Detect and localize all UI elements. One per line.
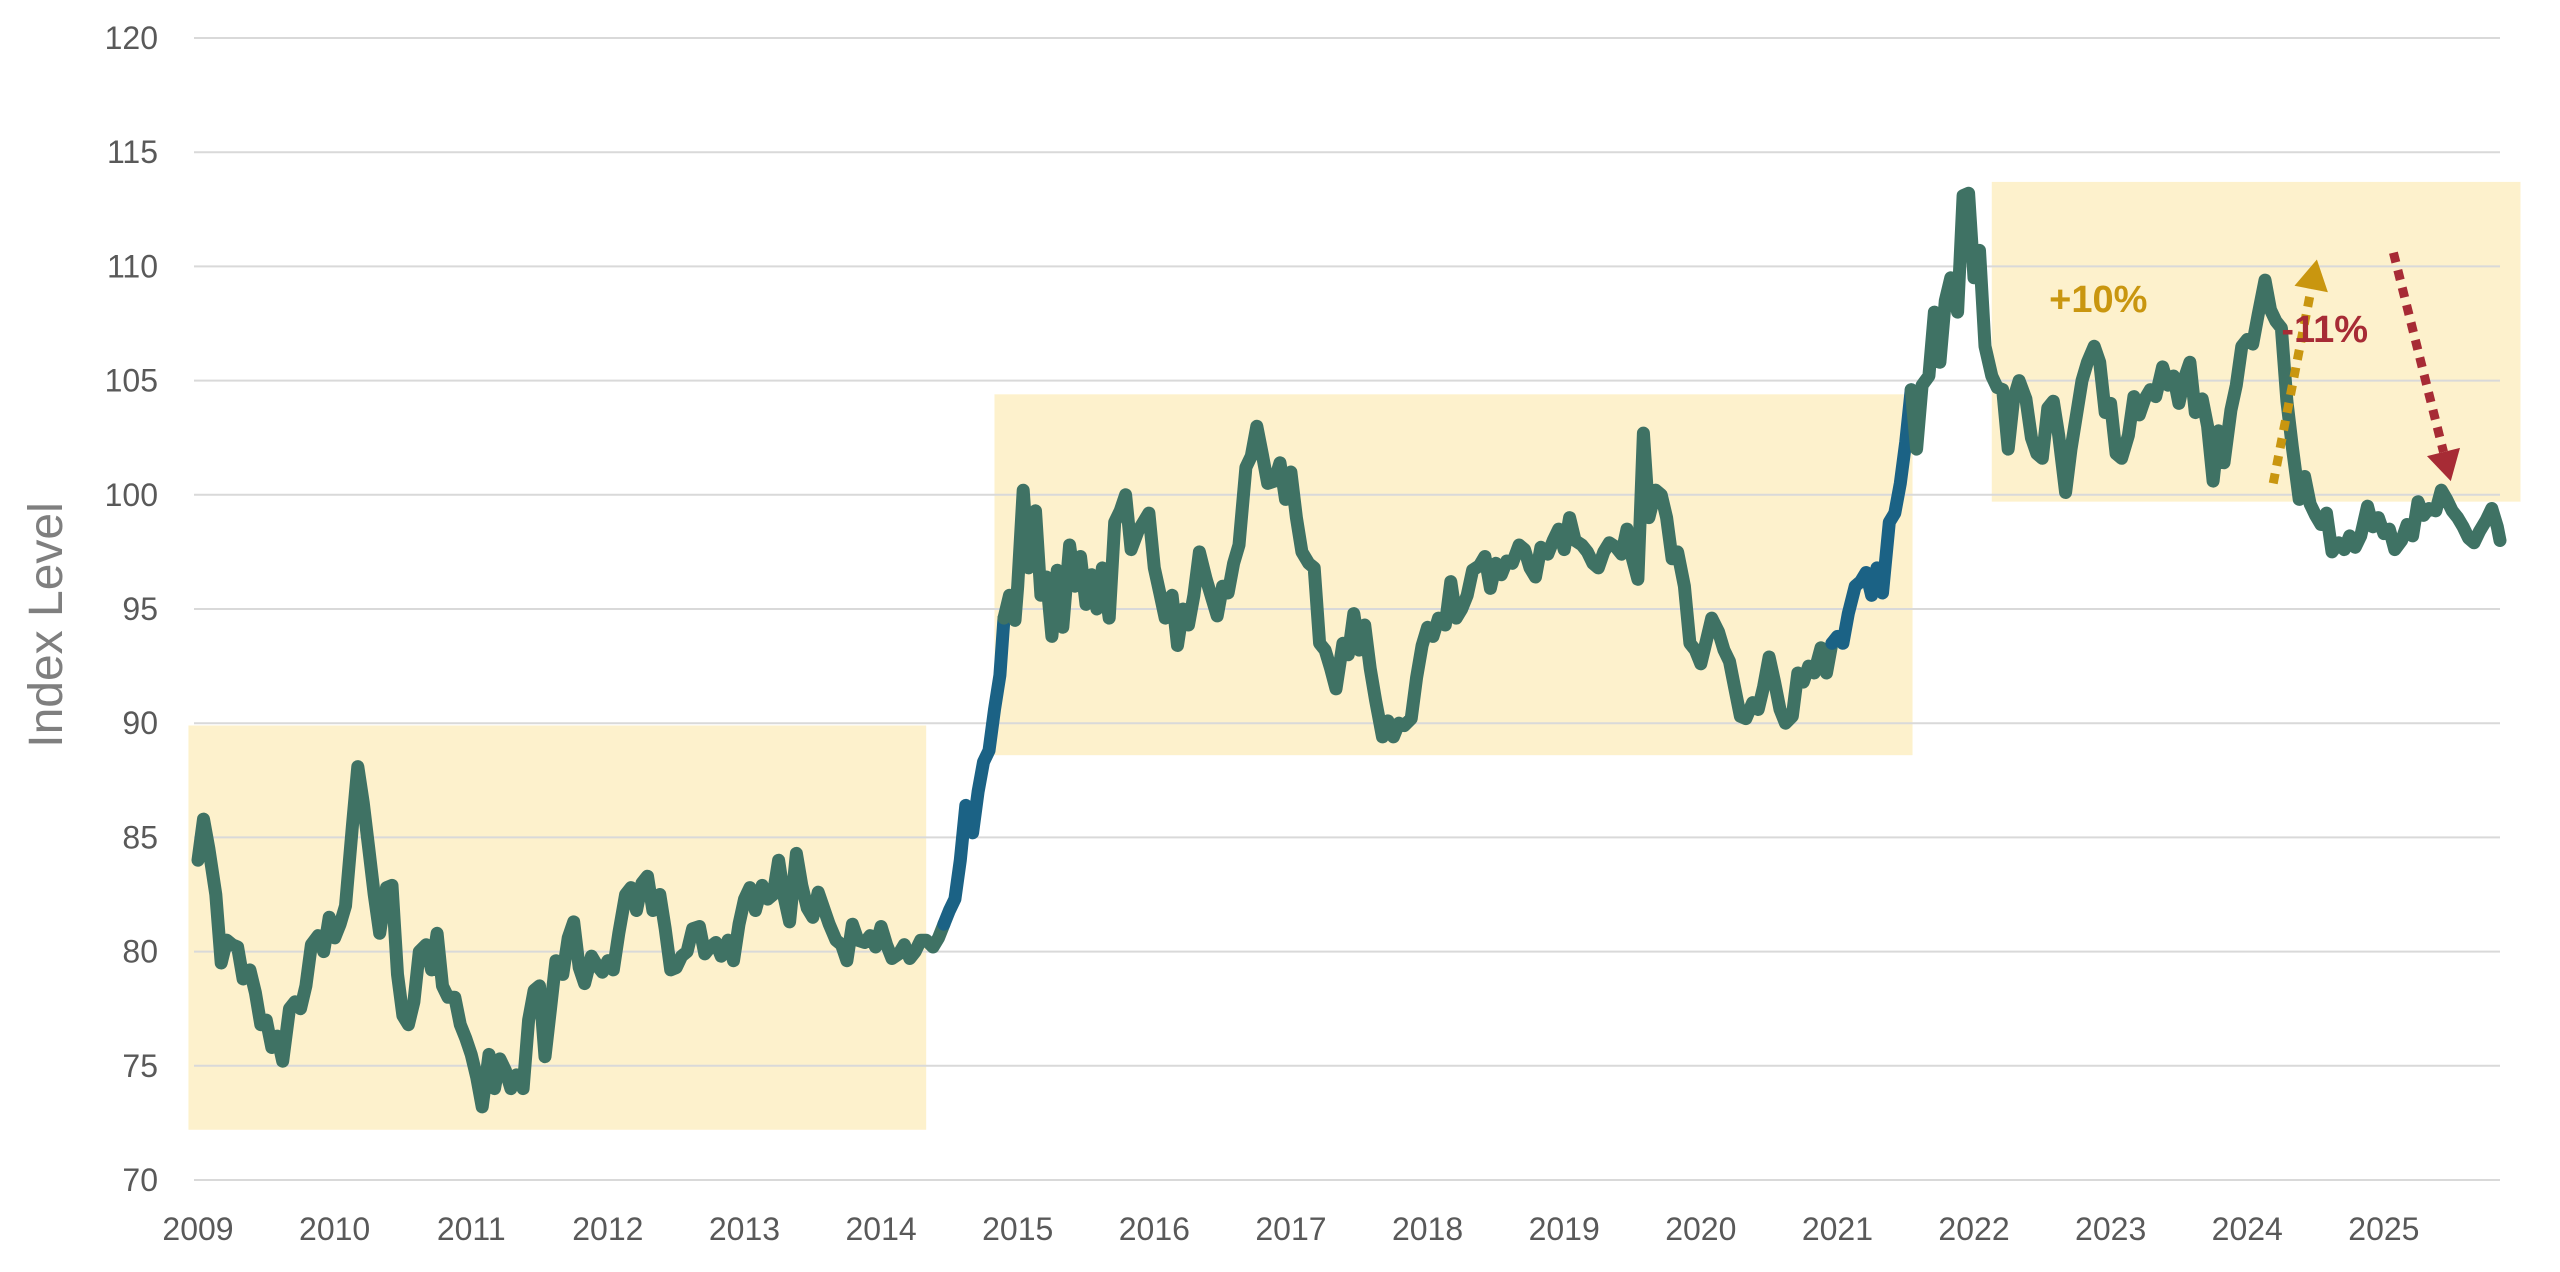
series-segment-5-range — [1904, 186, 2507, 559]
y-axis-tick-labels: 70 75 80 85 90 95 100 105 110 115 120 — [105, 20, 158, 1198]
series-lines — [191, 186, 2507, 1114]
y-tick-label-85: 85 — [122, 819, 158, 855]
arrow-down-shaft — [2389, 251, 2448, 454]
y-tick-label-100: 100 — [105, 477, 158, 513]
y-tick-label-115: 115 — [107, 134, 158, 170]
x-tick-label-2020: 2020 — [1665, 1211, 1736, 1247]
x-tick-label-2011: 2011 — [437, 1211, 506, 1247]
y-axis-title: Index Level — [20, 502, 73, 748]
x-tick-label-2016: 2016 — [1119, 1211, 1190, 1247]
annotations: +10% -11% — [2049, 279, 2368, 351]
annotation-up-pct: +10% — [2049, 279, 2147, 321]
series-segment-4-trend — [1825, 383, 1918, 650]
series-segment-1-range — [191, 760, 951, 1114]
arrow-down-head — [2427, 447, 2460, 482]
x-tick-label-2019: 2019 — [1529, 1211, 1600, 1247]
x-tick-label-2022: 2022 — [1938, 1211, 2009, 1247]
y-tick-label-110: 110 — [107, 248, 158, 284]
x-tick-label-2012: 2012 — [572, 1211, 643, 1247]
y-tick-label-120: 120 — [105, 20, 158, 56]
series-segment-2-trend — [937, 611, 1011, 931]
x-axis-tick-labels: 2009 2010 2011 2012 2013 2014 2015 2016 2017 2018… — [162, 1211, 2419, 1247]
range-box-1 — [188, 725, 927, 1130]
series-segment-3-range — [997, 419, 1839, 744]
x-tick-label-2014: 2014 — [845, 1211, 916, 1247]
y-tick-label-90: 90 — [122, 705, 158, 741]
y-tick-label-105: 105 — [105, 363, 158, 399]
x-tick-label-2018: 2018 — [1392, 1211, 1463, 1247]
x-tick-label-2015: 2015 — [982, 1211, 1053, 1247]
x-tick-label-2013: 2013 — [709, 1211, 780, 1247]
x-tick-label-2010: 2010 — [299, 1211, 370, 1247]
annotation-down-pct: -11% — [2281, 309, 2368, 351]
range-boxes — [188, 181, 2521, 1130]
x-tick-label-2023: 2023 — [2075, 1211, 2146, 1247]
y-tick-label-95: 95 — [122, 591, 158, 627]
trend-arrows — [2268, 251, 2460, 485]
arrow-down — [2389, 251, 2460, 482]
arrow-up-head — [2294, 259, 2328, 293]
x-tick-label-2025: 2025 — [2348, 1211, 2419, 1247]
y-tick-label-75: 75 — [122, 1048, 158, 1084]
arrow-up — [2268, 259, 2328, 485]
x-tick-label-2024: 2024 — [2212, 1211, 2283, 1247]
x-tick-label-2021: 2021 — [1802, 1211, 1873, 1247]
x-tick-label-2009: 2009 — [162, 1211, 233, 1247]
y-tick-label-80: 80 — [122, 934, 158, 970]
arrow-up-shaft — [2268, 288, 2316, 485]
y-tick-label-70: 70 — [122, 1162, 158, 1198]
x-tick-label-2017: 2017 — [1255, 1211, 1326, 1247]
